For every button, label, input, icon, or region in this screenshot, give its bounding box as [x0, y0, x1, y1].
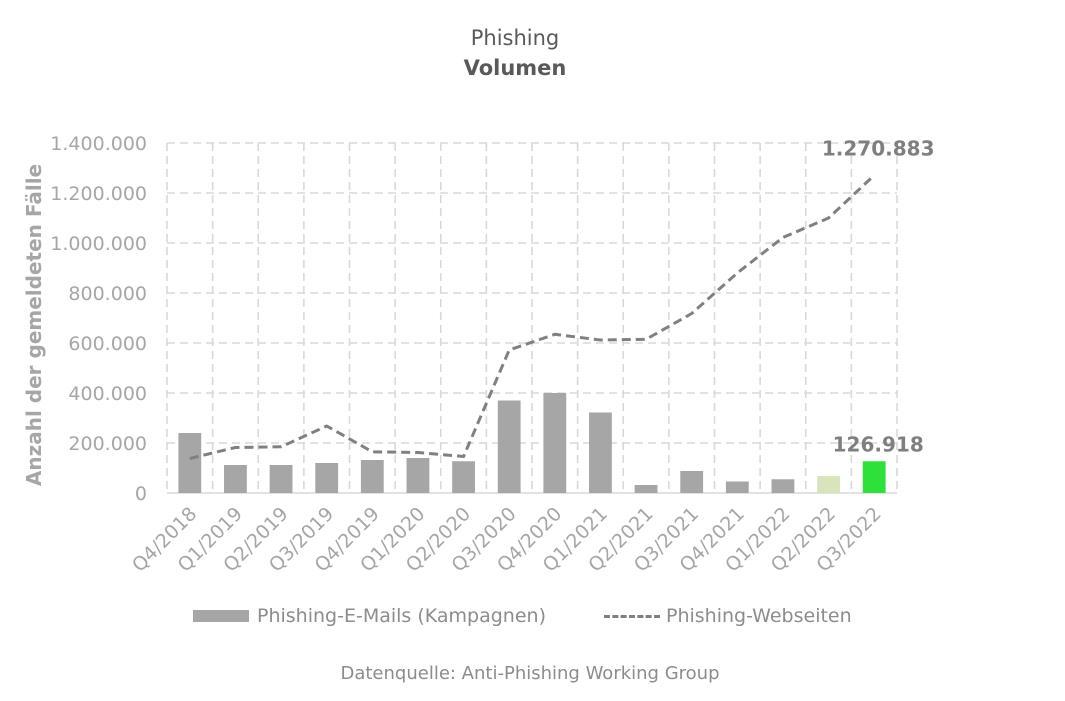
- legend-label-websites: Phishing-Webseiten: [666, 605, 852, 627]
- chart-subtitle: Volumen: [463, 56, 567, 80]
- y-tick-label: 0: [135, 483, 147, 505]
- legend-swatch-line: [604, 614, 660, 618]
- y-tick-label: 1.000.000: [50, 233, 147, 255]
- chart-title: Phishing: [470, 26, 560, 50]
- bar: [224, 465, 247, 493]
- data-label: 126.918: [833, 432, 924, 456]
- bar: [817, 476, 840, 493]
- y-tick-label: 1.200.000: [50, 183, 147, 205]
- legend: Phishing-E-Mails (Kampagnen) Phishing-We…: [0, 605, 1065, 635]
- y-tick-label: 800.000: [68, 283, 147, 305]
- bar: [497, 400, 521, 493]
- legend-swatch-bar: [193, 610, 249, 622]
- bar: [634, 485, 658, 493]
- legend-item-emails: Phishing-E-Mails (Kampagnen): [193, 605, 546, 627]
- bar: [452, 461, 475, 493]
- y-axis-label: Anzahl der gemeldeten Fälle: [22, 163, 46, 487]
- bar: [543, 393, 567, 493]
- bar: [589, 412, 612, 493]
- data-label: 1.270.883: [822, 136, 935, 160]
- y-tick-label: 600.000: [68, 333, 147, 355]
- y-tick-label: 400.000: [68, 383, 147, 405]
- line-series-websites: [189, 174, 876, 460]
- bar: [771, 479, 795, 493]
- bar: [360, 460, 384, 493]
- bar: [725, 481, 749, 493]
- bar: [680, 471, 704, 493]
- bar: [315, 463, 339, 493]
- y-tick-label: 200.000: [68, 433, 147, 455]
- bar: [269, 465, 293, 493]
- bar: [178, 433, 202, 493]
- bar: [862, 461, 886, 493]
- data-source-note: Datenquelle: Anti-Phishing Working Group: [340, 663, 720, 684]
- legend-item-websites: Phishing-Webseiten: [604, 605, 852, 627]
- bar: [406, 458, 430, 493]
- legend-label-emails: Phishing-E-Mails (Kampagnen): [257, 605, 546, 627]
- y-tick-label: 1.400.000: [50, 133, 147, 155]
